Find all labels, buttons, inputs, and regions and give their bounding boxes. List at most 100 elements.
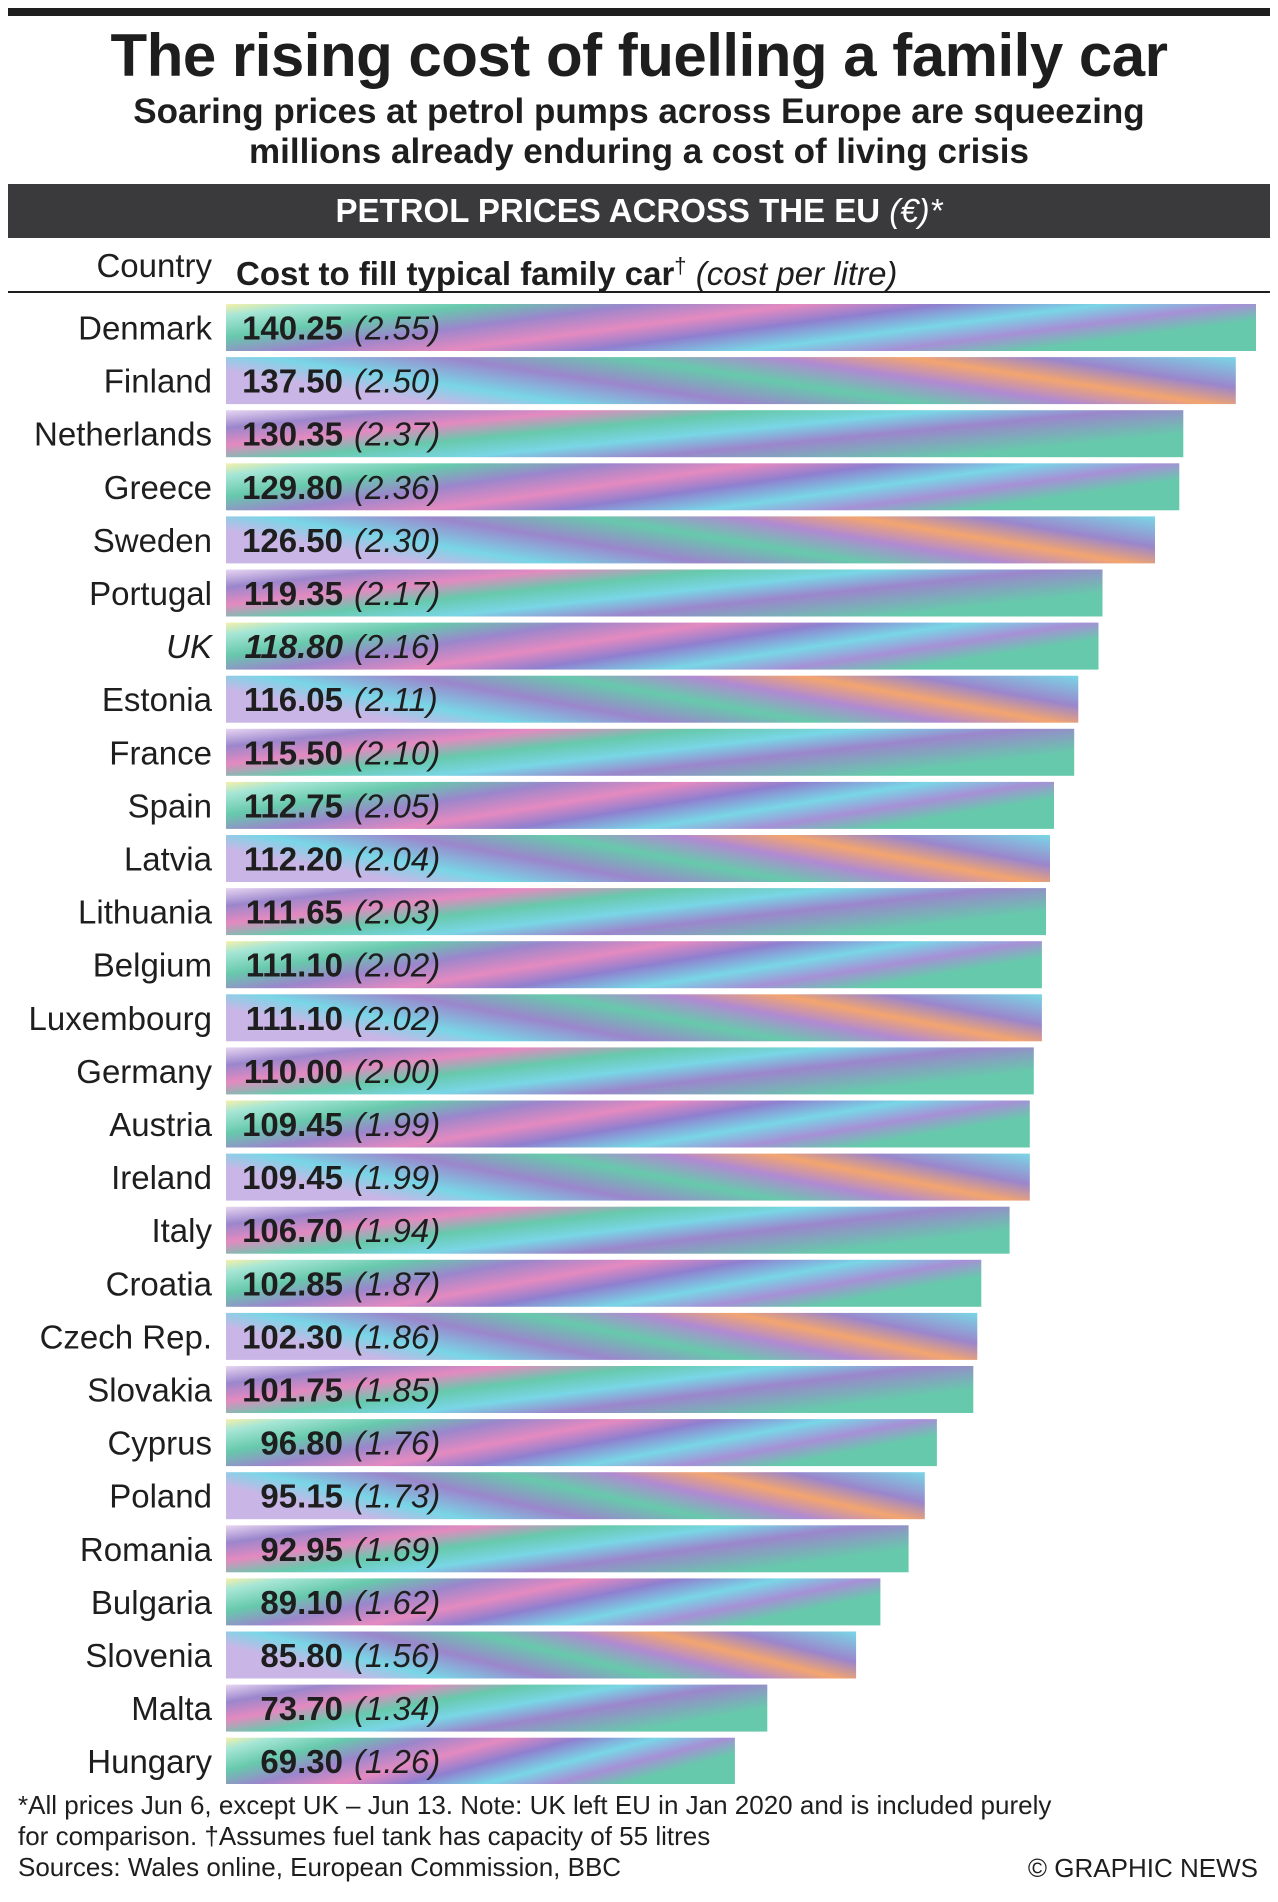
country-label: Romania (80, 1531, 213, 1568)
bar-slovenia (226, 1631, 857, 1679)
per-litre-label: (1.87) (354, 1265, 440, 1302)
country-label: Luxembourg (29, 1000, 212, 1037)
cost-value-label: 92.95 (260, 1531, 343, 1568)
cost-value-label: 73.70 (260, 1690, 343, 1727)
country-label: Spain (128, 787, 212, 824)
per-litre-label: (2.10) (354, 734, 440, 771)
bar-chart: Denmark 140.25 (2.55) Finland 137.50 (2.50) Ne… (29, 304, 1256, 1784)
country-label: Croatia (106, 1265, 213, 1302)
per-litre-label: (1.99) (354, 1106, 440, 1143)
bar-hungary (226, 1737, 735, 1784)
credit: © GRAPHIC NEWS (1027, 1853, 1258, 1883)
per-litre-label: (1.69) (354, 1531, 440, 1568)
bar-greece (226, 463, 1180, 511)
per-litre-label: (1.94) (354, 1212, 440, 1249)
subtitle-line-2: millions already enduring a cost of livi… (249, 132, 1029, 171)
per-litre-label: (2.30) (354, 522, 440, 559)
cost-value-label: 119.35 (244, 575, 343, 612)
per-litre-label: (2.16) (354, 628, 440, 665)
column-header-cost-note: (cost per litre) (695, 255, 898, 292)
cost-value-label: 112.75 (244, 787, 343, 824)
per-litre-label: (1.86) (354, 1318, 440, 1355)
cost-value-label: 126.50 (242, 522, 343, 559)
country-label: Slovenia (85, 1637, 212, 1674)
country-label: Ireland (111, 1159, 212, 1196)
per-litre-label: (2.17) (354, 575, 440, 612)
cost-value-label: 95.15 (260, 1478, 343, 1515)
per-litre-label: (2.55) (354, 310, 440, 347)
per-litre-label: (2.50) (354, 363, 440, 400)
cost-value-label: 102.85 (242, 1265, 343, 1302)
top-rule (8, 8, 1270, 16)
section-heading-unit: (€)* (889, 192, 943, 229)
per-litre-label: (2.37) (354, 416, 440, 453)
cost-value-label: 69.30 (260, 1743, 343, 1780)
cost-value-label: 109.45 (242, 1159, 343, 1196)
cost-value-label: 118.80 (245, 628, 344, 665)
per-litre-label: (1.85) (354, 1372, 440, 1409)
country-label: UK (166, 628, 214, 665)
cost-value-label: 137.50 (242, 363, 343, 400)
per-litre-label: (1.99) (354, 1159, 440, 1196)
page-title: The rising cost of fuelling a family car (110, 22, 1168, 89)
bar-poland (226, 1472, 925, 1520)
country-label: France (109, 734, 212, 771)
bar-germany (226, 1047, 1034, 1095)
per-litre-label: (1.26) (354, 1743, 440, 1780)
cost-value-label: 109.45 (242, 1106, 343, 1143)
footnote-line-2: for comparison. †Assumes fuel tank has c… (18, 1821, 711, 1851)
footnote: *All prices Jun 6, except UK – Jun 13. N… (18, 1790, 1051, 1883)
bar-romania (226, 1525, 909, 1573)
bar-czech-rep (226, 1312, 978, 1360)
cost-value-label: 106.70 (242, 1212, 343, 1249)
country-label: Cyprus (107, 1425, 212, 1462)
per-litre-label: (1.62) (354, 1584, 440, 1621)
cost-value-label: 89.10 (260, 1584, 343, 1621)
per-litre-label: (2.03) (354, 894, 440, 931)
dagger-mark: † (674, 253, 687, 278)
footnote-sources: Sources: Wales online, European Commissi… (18, 1852, 622, 1882)
country-label: Latvia (124, 841, 213, 878)
cost-value-label: 110.00 (244, 1053, 343, 1090)
per-litre-label: (2.05) (354, 787, 440, 824)
country-label: Portugal (89, 575, 212, 612)
per-litre-label: (2.02) (354, 947, 440, 984)
bar-luxembourg (226, 994, 1042, 1042)
country-label: Germany (76, 1053, 212, 1090)
country-label: Estonia (102, 681, 213, 718)
bar-malta (226, 1684, 768, 1732)
per-litre-label: (1.76) (354, 1425, 440, 1462)
bar-spain (226, 781, 1054, 829)
section-heading: PETROL PRICES ACROSS THE EU (335, 192, 881, 229)
cost-value-label: 115.50 (244, 734, 343, 771)
country-label: Austria (109, 1106, 212, 1143)
country-label: Finland (104, 363, 212, 400)
bar-france (226, 728, 1075, 776)
bar-sweden (226, 516, 1155, 564)
bar-austria (226, 1100, 1030, 1148)
country-label: Poland (109, 1478, 212, 1515)
footnote-line-1: *All prices Jun 6, except UK – Jun 13. N… (18, 1790, 1052, 1820)
bar-italy (226, 1206, 1010, 1254)
per-litre-label: (2.36) (354, 469, 440, 506)
cost-value-label: 112.20 (244, 841, 343, 878)
country-label: Hungary (87, 1743, 212, 1780)
bar-belgium (226, 941, 1042, 989)
column-header-country: Country (96, 247, 212, 284)
subtitle-line-1: Soaring prices at petrol pumps across Eu… (133, 92, 1145, 131)
bar-latvia (226, 835, 1050, 882)
country-label: Slovakia (87, 1372, 212, 1409)
per-litre-label: (2.11) (354, 681, 438, 718)
country-label: Denmark (78, 310, 212, 347)
bar-uk (226, 622, 1099, 670)
cost-value-label: 102.30 (242, 1318, 343, 1355)
column-header-cost-label: Cost to fill typical family car (236, 255, 675, 292)
country-label: Czech Rep. (40, 1318, 212, 1355)
bar-denmark (226, 304, 1256, 351)
cost-value-label: 116.05 (244, 681, 343, 718)
per-litre-label: (1.56) (354, 1637, 440, 1674)
subtitle: Soaring prices at petrol pumps across Eu… (0, 92, 1278, 172)
cost-value-label: 140.25 (242, 310, 343, 347)
cost-value-label: 111.65 (246, 894, 343, 931)
bar-finland (226, 357, 1236, 405)
